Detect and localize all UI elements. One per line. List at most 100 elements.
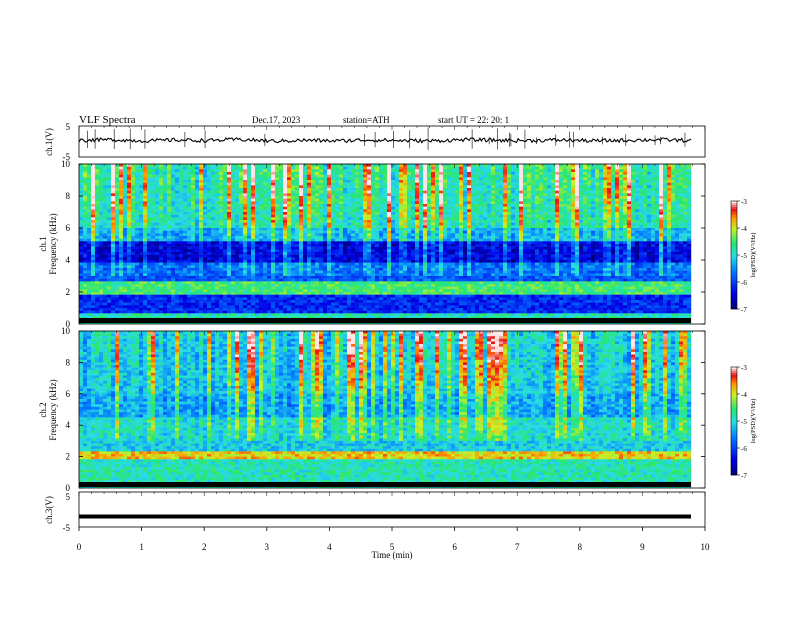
spectrogram-cell — [543, 193, 547, 196]
spectrogram-cell — [427, 164, 431, 167]
spectrogram-cell — [107, 249, 111, 252]
spectrogram-cell — [423, 233, 427, 236]
spectrogram-cell — [459, 167, 463, 170]
spectrogram-cell — [643, 207, 647, 210]
spectrogram-cell — [415, 207, 419, 210]
spectrogram-cell — [179, 183, 183, 186]
spectrogram-cell — [587, 177, 591, 180]
spectrogram-cell — [251, 239, 255, 242]
spectrogram-cell — [367, 233, 371, 236]
spectrogram-cell — [99, 247, 103, 250]
spectrogram-cell — [551, 223, 555, 226]
spectrogram-cell — [311, 180, 315, 183]
spectrogram-cell — [283, 236, 287, 239]
spectrogram-cell — [99, 180, 103, 183]
spectrogram-cell — [155, 201, 159, 204]
spectrogram-cell — [227, 207, 231, 210]
spectrogram-cell — [463, 180, 467, 183]
spectrogram-cell — [419, 217, 423, 220]
spectrogram-cell — [571, 169, 575, 172]
spectrogram-cell — [259, 247, 263, 250]
spectrogram-cell — [359, 169, 363, 172]
spectrogram-cell — [539, 233, 543, 236]
spectrogram-cell — [615, 217, 619, 220]
spectrogram-cell — [575, 185, 579, 188]
spectrogram-cell — [143, 236, 147, 239]
spectrogram-cell — [199, 183, 203, 186]
spectrogram-cell — [159, 247, 163, 250]
spectrogram-cell — [611, 207, 615, 210]
spectrogram-cell — [527, 180, 531, 183]
spectrogram-cell — [451, 209, 455, 212]
spectrogram-cell — [559, 196, 563, 199]
spectrogram-cell — [619, 164, 623, 167]
spectrogram-cell — [415, 233, 419, 236]
spectrogram-cell — [99, 172, 103, 175]
spectrogram-cell — [339, 180, 343, 183]
spectrogram-cell — [467, 193, 471, 196]
spectrogram-cell — [183, 177, 187, 180]
spectrogram-cell — [331, 183, 335, 186]
spectrogram-cell — [191, 225, 195, 228]
spectrogram-cell — [395, 191, 399, 194]
spectrogram-cell — [331, 193, 335, 196]
spectrogram-cell — [263, 244, 267, 247]
spectrogram-cell — [587, 241, 591, 244]
spectrogram-cell — [207, 239, 211, 242]
spectrogram-cell — [99, 209, 103, 212]
spectrogram-cell — [447, 236, 451, 239]
spectrogram-cell — [675, 199, 679, 202]
spectrogram-cell — [667, 215, 671, 218]
spectrogram-cell — [299, 236, 303, 239]
spectrogram-cell — [611, 204, 615, 207]
spectrogram-cell — [555, 244, 559, 247]
spectrogram-cell — [123, 164, 127, 167]
spectrogram-cell — [495, 175, 499, 178]
spectrogram-cell — [447, 199, 451, 202]
spectrogram-cell — [299, 180, 303, 183]
spectrogram-cell — [471, 247, 475, 250]
spectrogram-cell — [491, 180, 495, 183]
spectrogram-cell — [499, 201, 503, 204]
spectrogram-cell — [571, 220, 575, 223]
spectrogram-cell — [119, 223, 123, 226]
spectrogram-cell — [311, 167, 315, 170]
spectrogram-cell — [671, 201, 675, 204]
spectrogram-cell — [439, 212, 443, 215]
spectrogram-cell — [651, 247, 655, 250]
spectrogram-cell — [167, 169, 171, 172]
spectrogram-cell — [223, 199, 227, 202]
spectrogram-cell — [435, 180, 439, 183]
spectrogram-cell — [335, 241, 339, 244]
spectrogram-cell — [315, 204, 319, 207]
spectrogram-cell — [679, 188, 683, 191]
spectrogram-cell — [147, 185, 151, 188]
spectrogram-cell — [519, 183, 523, 186]
spectrogram-cell — [491, 209, 495, 212]
spectrogram-cell — [587, 207, 591, 210]
spectrogram-cell — [135, 215, 139, 218]
spectrogram-cell — [151, 241, 155, 244]
spectrogram-cell — [387, 239, 391, 242]
spectrogram-cell — [531, 225, 535, 228]
spectrogram-cell — [499, 239, 503, 242]
spectrogram-cell — [263, 225, 267, 228]
spectrogram-cell — [475, 215, 479, 218]
spectrogram-cell — [491, 177, 495, 180]
spectrogram-cell — [271, 217, 275, 220]
spectrogram-cell — [335, 196, 339, 199]
spectrogram-cell — [603, 191, 607, 194]
spectrogram-cell — [495, 236, 499, 239]
spectrogram-cell — [191, 204, 195, 207]
spectrogram-cell — [491, 247, 495, 250]
spectrogram-cell — [563, 231, 567, 234]
spectrogram-cell — [411, 177, 415, 180]
spectrogram-cell — [463, 241, 467, 244]
spectrogram-cell — [95, 231, 99, 234]
spectrogram-cell — [427, 212, 431, 215]
spectrogram-cell — [651, 212, 655, 215]
spectrogram-cell — [499, 247, 503, 250]
spectrogram-cell — [175, 228, 179, 231]
spectrogram-cell — [375, 223, 379, 226]
spectrogram-cell — [171, 239, 175, 242]
